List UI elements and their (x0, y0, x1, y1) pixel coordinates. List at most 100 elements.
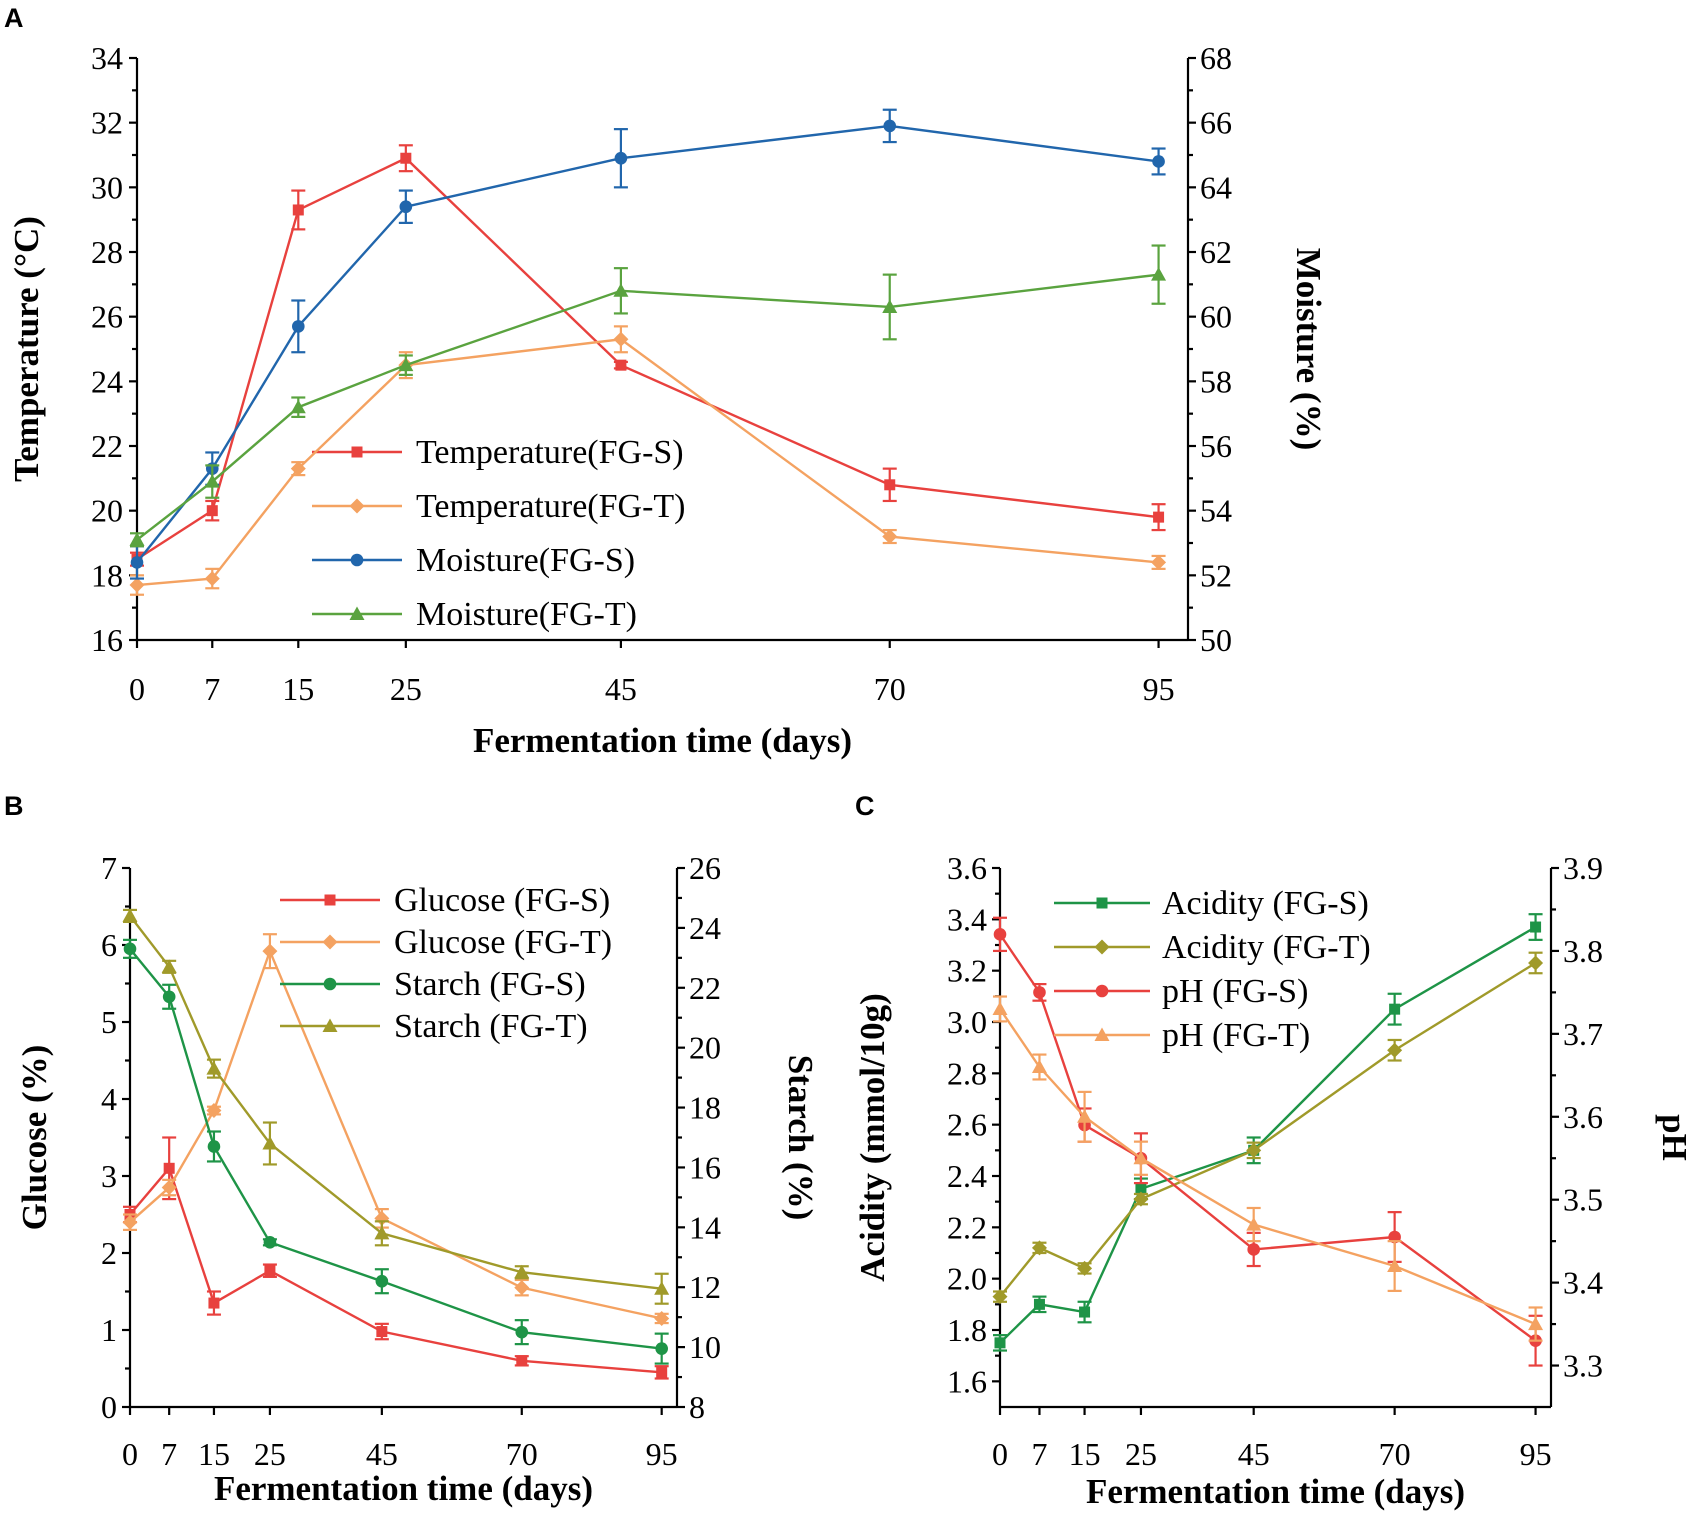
y-right-tick-label: 52 (1200, 557, 1232, 593)
data-point (654, 1310, 670, 1326)
data-point (992, 1001, 1008, 1015)
data-point (264, 1265, 276, 1277)
legend-entry: Temperature(FG-T) (312, 488, 686, 525)
data-point (1079, 1306, 1091, 1318)
x-axis-title: Fermentation time (days) (214, 1469, 593, 1508)
y-left-tick-label: 6 (101, 927, 117, 963)
data-point (292, 320, 305, 333)
legend-entry: Temperature(FG-S) (312, 434, 684, 471)
panel-label-a: A (4, 3, 24, 33)
legend-marker (350, 553, 364, 567)
data-point (614, 151, 628, 165)
y-left-axis-title: Temperature (°C) (7, 216, 46, 482)
y-left-tick-label: 2.4 (947, 1158, 987, 1194)
data-point (161, 1180, 177, 1196)
data-point (615, 359, 627, 371)
data-point (206, 505, 218, 517)
x-axis-title: Fermentation time (days) (1086, 1472, 1465, 1511)
y-right-tick-label: 20 (689, 1030, 721, 1066)
data-point (1152, 155, 1165, 168)
data-point (376, 1326, 388, 1338)
data-point (130, 556, 144, 569)
x-tick-label: 70 (506, 1436, 538, 1472)
legend-label: Glucose (FG-S) (394, 882, 610, 919)
data-point (375, 1274, 389, 1288)
x-tick-label: 95 (1520, 1436, 1552, 1472)
y-right-tick-label: 16 (689, 1149, 721, 1185)
legend-entry: Starch (FG-S) (280, 966, 586, 1003)
y-left-tick-label: 26 (91, 299, 123, 335)
y-left-tick-label: 1.6 (947, 1363, 987, 1399)
y-left-tick-label: 1 (101, 1312, 117, 1348)
data-point (1031, 1059, 1047, 1074)
data-point (163, 1162, 175, 1174)
series-line (129, 1165, 662, 1374)
data-point (516, 1355, 528, 1367)
series-glucose-fg-t- (122, 933, 670, 1326)
x-axis-title: Fermentation time (days) (473, 721, 852, 760)
data-point (613, 283, 629, 297)
data-point (263, 1236, 277, 1249)
y-right-tick-label: 60 (1200, 299, 1232, 335)
y-left-tick-label: 34 (91, 40, 123, 76)
y-left-tick-label: 3.4 (947, 901, 987, 937)
y-right-tick-label: 54 (1200, 493, 1232, 529)
data-point (122, 1214, 138, 1230)
data-point (123, 942, 137, 956)
legend-entry: Moisture(FG-T) (312, 596, 637, 633)
data-point (882, 529, 898, 545)
legend-marker (324, 894, 336, 906)
chart-panel-a: 0 7 15 25 45 70 95 16 18 20 22 24 26 28 30 32 34 50 52 54 56… (7, 40, 1328, 760)
data-point (1151, 554, 1167, 570)
legend-entry: Acidity (FG-T) (1054, 929, 1371, 966)
y-right-tick-label: 26 (689, 850, 721, 886)
data-point (514, 1264, 530, 1279)
data-point (1133, 1191, 1149, 1207)
x-tick-label: 7 (204, 671, 220, 707)
y-left-tick-label: 3.0 (947, 1004, 987, 1040)
legend-marker (349, 606, 365, 620)
series-line (999, 1008, 1537, 1326)
data-point (992, 1289, 1008, 1305)
series-glucose-fg-s- (123, 1136, 669, 1380)
data-point (208, 1297, 220, 1309)
legend-label: Starch (FG-T) (394, 1008, 588, 1045)
data-point (1033, 1298, 1045, 1310)
data-point (1077, 1260, 1093, 1276)
legend-entry: Starch (FG-T) (280, 1008, 588, 1045)
legend-entry: Glucose (FG-S) (280, 882, 610, 919)
y-right-tick-label: 68 (1200, 40, 1232, 76)
y-left-tick-label: 2.2 (947, 1209, 987, 1245)
x-tick-label: 25 (390, 671, 422, 707)
y-right-tick-label: 62 (1200, 234, 1232, 270)
legend-label: pH (FG-S) (1162, 973, 1308, 1010)
legend-label: Moisture(FG-S) (416, 542, 635, 579)
data-point (882, 299, 898, 313)
legend-entry: Acidity (FG-S) (1054, 885, 1369, 922)
data-point (1246, 1217, 1262, 1231)
data-point (993, 928, 1007, 941)
y-left-tick-label: 3 (101, 1158, 117, 1194)
data-point (1387, 1258, 1403, 1273)
data-point (206, 1103, 222, 1119)
y-left-tick-label: 22 (91, 428, 123, 464)
y-right-tick-label: 50 (1200, 622, 1232, 658)
y-right-tick-label: 24 (689, 910, 721, 946)
y-right-tick-label: 12 (689, 1269, 721, 1305)
x-tick-label: 45 (366, 1436, 398, 1472)
x-tick-label: 15 (282, 671, 314, 707)
series-ph-fg-t- (992, 995, 1544, 1342)
y-right-tick-label: 3.3 (1563, 1348, 1603, 1384)
data-point (1151, 267, 1167, 281)
series-starch-fg-t- (122, 908, 670, 1305)
data-point (399, 200, 413, 214)
y-right-axis-title: Moisture (%) (1289, 248, 1328, 451)
legend-marker (322, 934, 338, 950)
x-tick-label: 7 (161, 1436, 177, 1472)
chart-panel-b: 0 7 15 25 45 70 95012345678101214161820222426F… (15, 850, 820, 1508)
x-tick-label: 15 (198, 1436, 230, 1472)
legend-label: Acidity (FG-T) (1162, 929, 1371, 966)
data-point (161, 959, 177, 973)
data-point (654, 1281, 670, 1295)
y-left-tick-label: 16 (91, 622, 123, 658)
